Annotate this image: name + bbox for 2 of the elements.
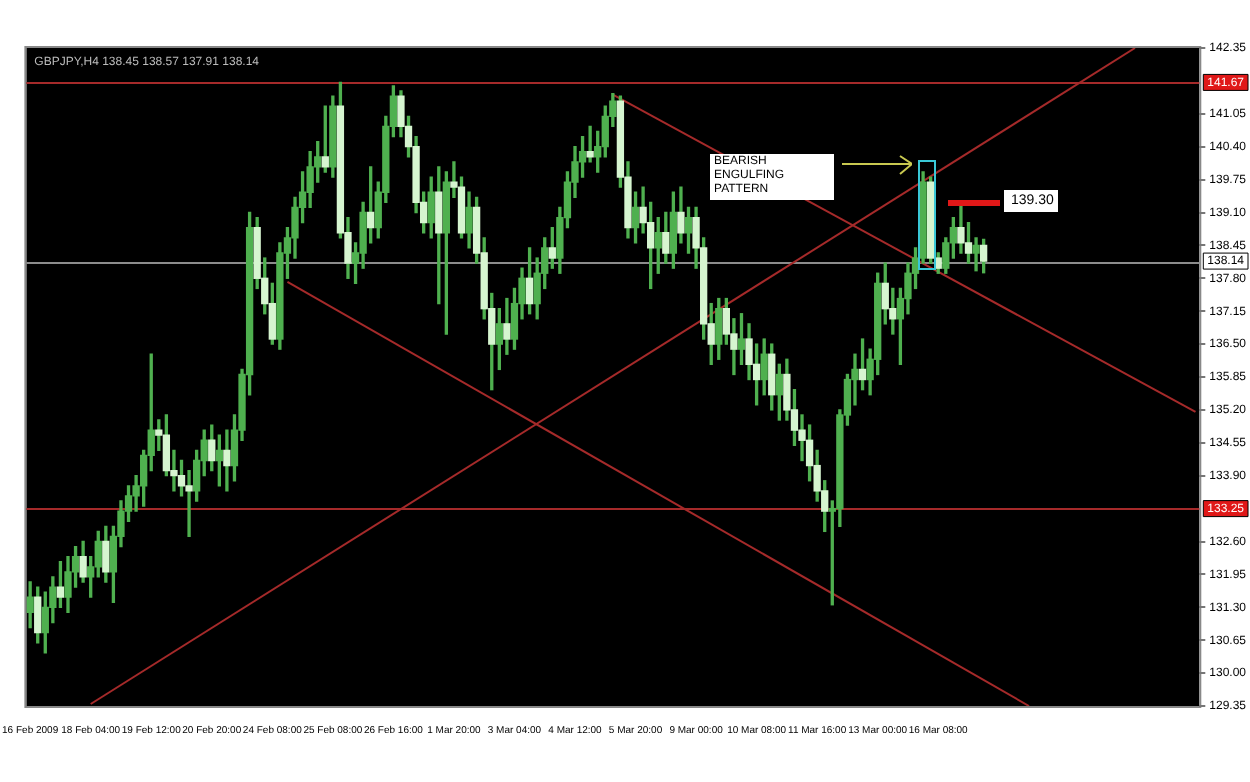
candlestick bbox=[586, 125, 594, 163]
candlestick bbox=[223, 429, 231, 492]
